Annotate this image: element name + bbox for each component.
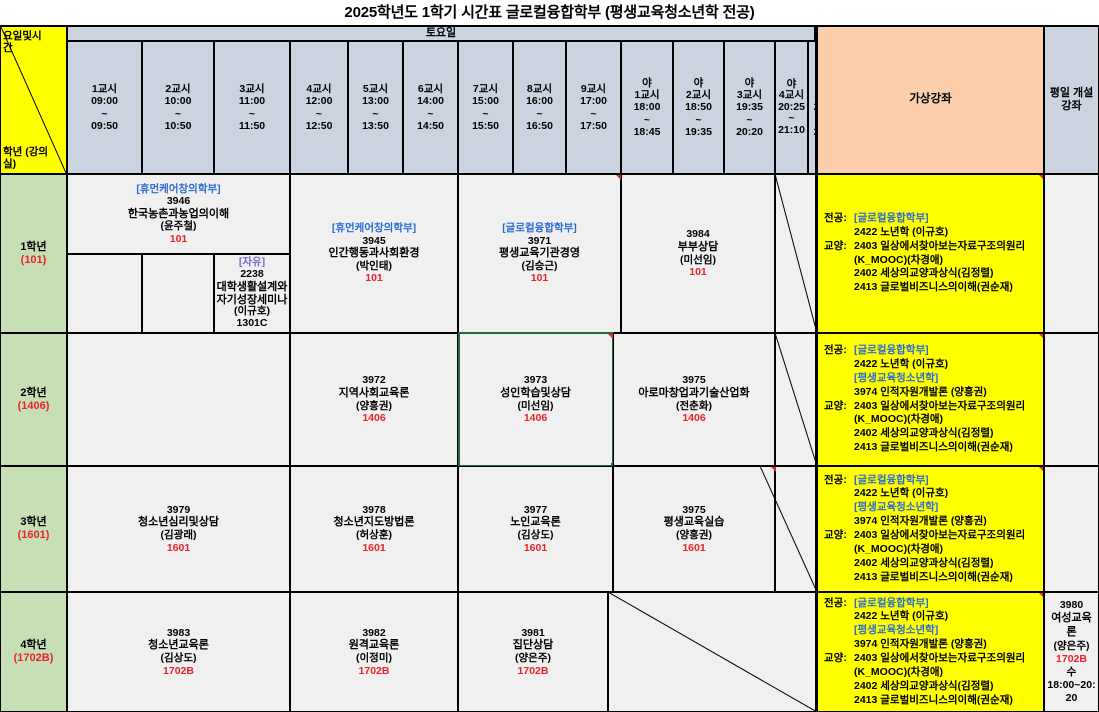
course-cell-3983[interactable]: 3983 청소년교육론 (김상도) 1702B bbox=[67, 592, 290, 712]
virtual-general-course-2402: 2402 세상의교양과상식(김정렬) bbox=[854, 267, 994, 280]
weekday-course-cell-3980[interactable]: 3980 여성교육론 (양은주) 1702B 수 18:00~20: 20 bbox=[1044, 592, 1099, 712]
empty-cell-r4-rest[interactable] bbox=[608, 592, 817, 712]
virtual-major-line: 전공: [글로컬융합학부] bbox=[824, 596, 929, 609]
course-cell-3975-aroma[interactable]: 3975 아로마창업과기술산업화 (전춘화) 1406 bbox=[613, 333, 775, 466]
virtual-general-course-2413: 2413 글로벌비즈니스의이해(권순재) bbox=[854, 441, 1013, 454]
grade-label-3: 3학년 (1601) bbox=[0, 466, 67, 592]
course-cell-3981[interactable]: 3981 집단상담 (양은주) 1702B bbox=[458, 592, 608, 712]
virtual-general-course-2403b: (K_MOOC)(차경애) bbox=[854, 253, 944, 266]
virtual-general-course-2413: 2413 글로벌비즈니스의이해(권순재) bbox=[854, 281, 1013, 294]
virtual-general-course-2403b: (K_MOOC)(차경애) bbox=[854, 665, 944, 678]
course-cell-3971[interactable]: [글로컬융합학부] 3971 평생교육기관경영 (김승근) 101 bbox=[458, 174, 621, 333]
course-cell-3973[interactable]: 3973 성인학습및상담 (미선임) 1406 bbox=[458, 333, 613, 466]
virtual-major-dept-lifelong: [평생교육청소년학] bbox=[854, 501, 939, 514]
virtual-general-line: 교양: 2403 일상에서찾아보는자료구조의원리 bbox=[824, 652, 1026, 664]
virtual-general-course-2403b: (K_MOOC)(차경애) bbox=[854, 542, 944, 555]
virtual-major-course: 2422 노년학 (이규호) bbox=[854, 610, 949, 623]
corner-header-cell: 요일및시 간 학년 (강의실) bbox=[0, 26, 67, 174]
empty-cell-r2-p123[interactable] bbox=[67, 333, 290, 466]
course-cell-3979[interactable]: 3979 청소년심리및상담 (김광래) 1601 bbox=[67, 466, 290, 592]
virtual-general-course-2403b: (K_MOOC)(차경애) bbox=[854, 413, 944, 426]
course-cell-3945[interactable]: [휴먼케어창의학부] 3945 인간행동과사회환경 (박인태) 101 bbox=[290, 174, 458, 333]
virtual-course-cell-grade1[interactable]: 전공: [글로컬융합학부] 2422 노년학 (이규호) 교양: 2403 일상에서… bbox=[817, 174, 1044, 333]
period-header-night-2: 야 2교시 18:50 ~ 19:35 bbox=[673, 41, 724, 174]
virtual-major-course: 2422 노년학 (이규호) bbox=[854, 487, 949, 500]
empty-cell-r3-night45[interactable] bbox=[775, 466, 817, 592]
period-header-5: 5교시 13:00 ~ 13:50 bbox=[348, 41, 403, 174]
grade-label-2: 2학년 (1406) bbox=[0, 333, 67, 466]
course-cell-3984[interactable]: 3984 부부상담 (미선임) 101 bbox=[621, 174, 775, 333]
course-cell-3982[interactable]: 3982 원격교육론 (이정미) 1702B bbox=[290, 592, 458, 712]
period-header-3: 3교시 11:00 ~ 11:50 bbox=[214, 41, 290, 174]
period-header-7: 7교시 15:00 ~ 15:50 bbox=[458, 41, 513, 174]
virtual-course-cell-grade2[interactable]: 전공: [글로컬융합학부] 2422 노년학 (이규호) [평생교육청소년학] 3… bbox=[817, 333, 1044, 466]
virtual-general-course-2413: 2413 글로벌비즈니스의이해(권순재) bbox=[854, 570, 1013, 583]
period-header-6: 6교시 14:00 ~ 14:50 bbox=[403, 41, 458, 174]
virtual-general-course-2402: 2402 세상의교양과상식(김정렬) bbox=[854, 556, 994, 569]
virtual-general-course-2402: 2402 세상의교양과상식(김정렬) bbox=[854, 427, 994, 440]
virtual-course-header: 가상강좌 bbox=[817, 26, 1044, 174]
course-cell-3946[interactable]: [휴먼케어창의학부] 3946 한국농촌과농업의이해 (윤주철) 101 bbox=[67, 174, 290, 254]
period-header-1: 1교시 09:00 ~ 09:50 bbox=[67, 41, 142, 174]
day-group-header-saturday: 토요일 bbox=[67, 26, 815, 41]
virtual-major-course-3974: 3974 인적자원개발론 (양흥권) bbox=[854, 515, 987, 528]
weekday-course-header: 평일 개설 강좌 bbox=[1044, 26, 1099, 174]
virtual-major-line: 전공: [글로컬융합학부] bbox=[824, 211, 929, 224]
course-cell-3972[interactable]: 3972 지역사회교육론 (양흥권) 1406 bbox=[290, 333, 458, 466]
virtual-general-course-2413: 2413 글로벌비즈니스의이해(권순재) bbox=[854, 693, 1013, 706]
grade-label-4: 4학년 (1702B) bbox=[0, 592, 67, 712]
period-header-night-1: 야 1교시 18:00 ~ 18:45 bbox=[621, 41, 673, 174]
course-cell-3978[interactable]: 3978 청소년지도방법론 (허상훈) 1601 bbox=[290, 466, 458, 592]
empty-cell-r1-p1b[interactable] bbox=[67, 254, 142, 333]
virtual-general-course-2402: 2402 세상의교양과상식(김정렬) bbox=[854, 679, 994, 692]
virtual-major-course-3974: 3974 인적자원개발론 (양흥권) bbox=[854, 638, 987, 651]
corner-diagonal-icon bbox=[1, 27, 66, 173]
course-cell-2238[interactable]: [자유] 2238 대학생활설계와 자기성장세미나 (이규호) 1301C bbox=[214, 254, 290, 333]
virtual-major-dept-lifelong: [평생교육청소년학] bbox=[854, 371, 939, 384]
empty-cell-r2-night45[interactable] bbox=[775, 333, 817, 466]
virtual-general-line: 교양: 2403 일상에서찾아보는자료구조의원리 bbox=[824, 529, 1026, 541]
course-cell-3977[interactable]: 3977 노인교육론 (김상도) 1601 bbox=[458, 466, 613, 592]
virtual-major-course: 2422 노년학 (이규호) bbox=[854, 225, 949, 238]
grade-label-1: 1학년 (101) bbox=[0, 174, 67, 333]
empty-cell-r1-night45[interactable] bbox=[775, 174, 817, 333]
period-header-2: 2교시 10:00 ~ 10:50 bbox=[142, 41, 214, 174]
virtual-general-line: 교양: 2403 일상에서찾아보는자료구조의원리 bbox=[824, 239, 1026, 252]
period-header-9: 9교시 17:00 ~ 17:50 bbox=[566, 41, 621, 174]
virtual-major-course: 2422 노년학 (이규호) bbox=[854, 357, 949, 370]
virtual-general-line: 교양: 2403 일상에서찾아보는자료구조의원리 bbox=[824, 399, 1026, 412]
period-header-night-3: 야 3교시 19:35 ~ 20:20 bbox=[724, 41, 775, 174]
virtual-major-course-3974: 3974 인적자원개발론 (양흥권) bbox=[854, 385, 987, 398]
corner-label-day-time: 요일및시 간 bbox=[3, 30, 42, 55]
virtual-course-cell-grade3[interactable]: 전공: [글로컬융합학부] 2422 노년학 (이규호) [평생교육청소년학] 3… bbox=[817, 466, 1044, 592]
period-header-4: 4교시 12:00 ~ 12:50 bbox=[290, 41, 348, 174]
virtual-course-cell-grade4[interactable]: 전공: [글로컬융합학부] 2422 노년학 (이규호) [평생교육청소년학] 3… bbox=[817, 592, 1044, 712]
weekday-cell-grade2[interactable] bbox=[1044, 333, 1099, 466]
empty-cell-r1-p2b[interactable] bbox=[142, 254, 214, 333]
period-header-night-4: 야 4교시 20:25 ~ 21:10 bbox=[775, 41, 808, 174]
virtual-major-line: 전공: [글로컬융합학부] bbox=[824, 473, 929, 486]
virtual-major-line: 전공: [글로컬융합학부] bbox=[824, 344, 929, 357]
page-title: 2025학년도 1학기 시간표 글로컬융합학부 (평생교육청소년학 전공) bbox=[344, 4, 755, 21]
period-header-8: 8교시 16:00 ~ 16:50 bbox=[513, 41, 566, 174]
weekday-cell-grade3[interactable] bbox=[1044, 466, 1099, 592]
virtual-major-dept-lifelong: [평생교육청소년학] bbox=[854, 624, 939, 637]
corner-label-grade-room: 학년 (강의실) bbox=[3, 145, 49, 170]
course-cell-3975-practice[interactable]: 3975 평생교육실습 (양흥권) 1601 bbox=[613, 466, 775, 592]
weekday-cell-grade1[interactable] bbox=[1044, 174, 1099, 333]
